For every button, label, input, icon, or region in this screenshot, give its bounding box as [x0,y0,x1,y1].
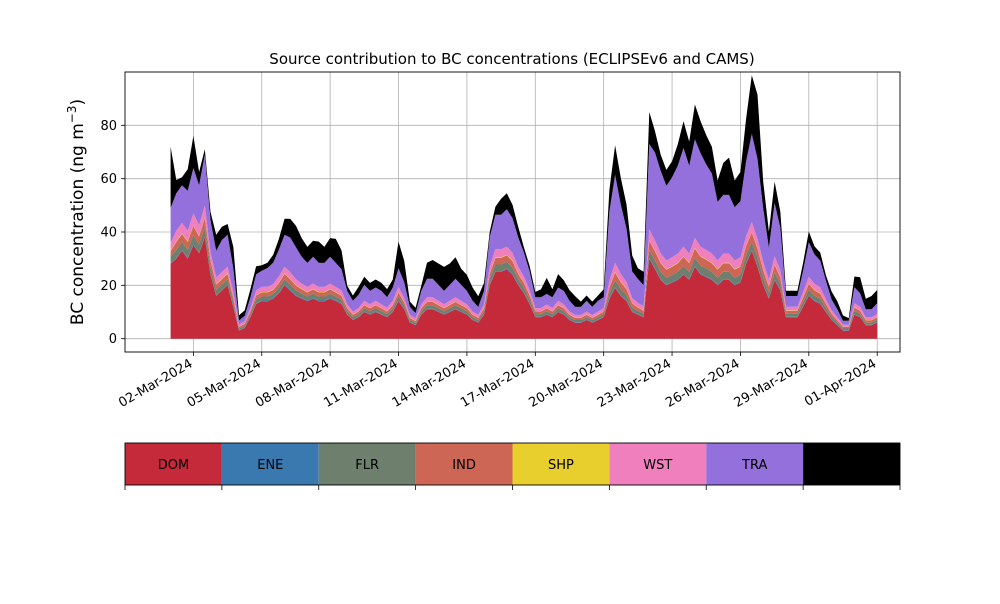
y-tick-label: 80 [100,119,117,134]
y-tick-label: 0 [109,332,117,347]
legend-swatch-dom [125,443,222,485]
legend-label-ene: ENE [257,458,283,473]
x-tick-label: 29-Mar-2024 [732,356,811,410]
x-tick-label: 17-Mar-2024 [458,356,537,410]
y-tick-label: 60 [100,172,117,187]
legend-swatch-ene [221,443,319,485]
area-dom [170,237,878,339]
area-ind [170,217,878,329]
area-bb [170,75,878,321]
x-tick-label: 11-Mar-2024 [321,356,400,410]
legend-label-bb: BB [843,458,861,473]
axes [124,71,901,353]
x-tick-label: 14-Mar-2024 [390,356,469,410]
x-tick-label: 26-Mar-2024 [663,356,742,410]
area-flr [170,227,878,331]
x-tick-label: 20-Mar-2024 [527,356,606,410]
y-axis-label: BC concentration (ng m−3) [65,99,88,325]
legend-label-flr: FLR [355,458,379,473]
legend-swatch-wst [609,443,707,485]
color-legend: DOM ENE FLR IND SHP WST TRA BB [124,442,901,490]
legend-label-dom: DOM [158,458,189,473]
x-tick-label: 01-Apr-2024 [802,356,879,409]
x-tick-label: 08-Mar-2024 [253,356,332,410]
plot-frame [124,71,901,353]
y-tick-label: 20 [100,279,117,294]
y-ticks: 0 20 40 60 80 [100,119,125,347]
legend-swatch-tra [706,443,804,485]
x-tick-label: 23-Mar-2024 [595,356,674,410]
legend-swatch-bb [803,443,900,485]
x-tick-label: 02-Mar-2024 [116,356,195,410]
legend-frame [124,442,901,486]
x-ticks: 02-Mar-202405-Mar-202408-Mar-202411-Mar-… [116,352,879,411]
legend-label-wst: WST [643,458,672,473]
legend-swatch-flr [318,443,416,485]
y-axis-label-superscript: −3 [65,105,79,123]
stacked-areas [170,75,878,339]
area-wst [170,205,878,327]
legend-label-ind: IND [452,458,476,473]
legend-swatch-ind [415,443,513,485]
area-tra [170,133,878,325]
legend-label-shp: SHP [548,458,574,473]
legend-label-tra: TRA [741,458,767,473]
y-axis-label-close: ) [68,99,88,106]
x-tick-label: 05-Mar-2024 [185,356,264,410]
legend-swatch-shp [512,443,610,485]
y-tick-label: 40 [100,226,117,241]
y-axis-label-text: BC concentration (ng m [68,123,88,325]
chart-title: Source contribution to BC concentrations… [269,50,754,68]
